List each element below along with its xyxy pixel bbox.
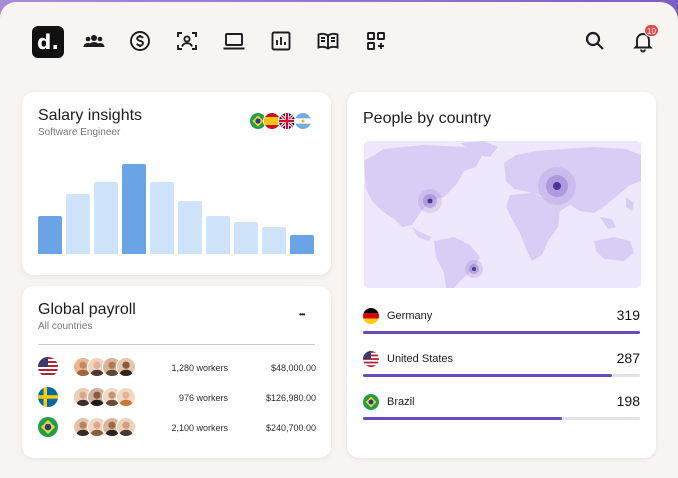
country-row-brazil[interactable]: Brazil 198 [363,393,640,428]
card-title: People by country [363,110,492,127]
country-name: United States [387,353,454,365]
hotspot-germany [538,167,576,205]
hotspot-brazil [465,260,483,278]
salary-bar[interactable] [234,222,258,254]
card-title: Global payroll [38,301,136,318]
dollar-icon[interactable] [128,29,152,53]
world-map[interactable] [364,141,641,288]
salary-bar[interactable] [94,182,118,254]
salary-insights-card[interactable]: Salary insights Software Engineer [22,92,331,275]
worker-count: 2,100 workers [171,423,228,433]
country-count: 287 [616,350,640,366]
brazil-flag-icon [38,417,58,437]
country-row-germany[interactable]: Germany 319 [363,307,640,342]
country-count: 198 [616,393,640,409]
avatar [116,387,136,407]
avatar [116,357,136,377]
salary-bar[interactable] [150,182,174,254]
worker-count: 976 workers [178,393,228,403]
worker-count: 1,280 workers [171,363,228,373]
people-icon[interactable] [82,29,106,53]
payroll-amount: $48,000.00 [270,363,316,373]
brazil-flag-icon [363,394,379,410]
progress-track [363,331,640,334]
divider [38,344,315,345]
country-count: 319 [616,307,640,323]
user-badge-icon[interactable] [175,29,199,53]
progress-track [363,374,640,377]
spain-flag-icon[interactable] [263,112,281,130]
salary-bar[interactable] [290,235,314,254]
sweden-flag-icon [38,387,58,407]
bell-icon[interactable]: 10 [631,24,659,53]
country-row-united-states[interactable]: United States 287 [363,350,640,385]
card-subtitle: All countries [38,321,93,332]
salary-bar[interactable] [38,216,62,254]
country-name: Brazil [387,396,415,408]
bar-chart-icon[interactable] [269,29,293,53]
salary-bar[interactable] [66,194,90,254]
united-states-flag-icon [38,357,58,377]
united-states-flag-icon [363,351,379,367]
top-nav: d. 10 [0,2,678,82]
salary-bar[interactable] [262,227,286,254]
argentina-flag-icon[interactable] [294,112,312,130]
progress-track [363,417,640,420]
global-payroll-card[interactable]: Global payroll All countries ••• 1,280 w… [22,286,331,458]
more-options-button[interactable]: ••• [299,310,305,319]
search-icon[interactable] [583,29,607,53]
salary-bar[interactable] [206,216,230,254]
united-kingdom-flag-icon[interactable] [278,112,296,130]
germany-flag-icon [363,308,379,324]
salary-bar[interactable] [122,164,146,254]
logo[interactable]: d. [32,26,64,58]
country-name: Germany [387,310,433,322]
people-by-country-card[interactable]: People by country [347,92,656,458]
salary-bar[interactable] [178,201,202,254]
progress-fill [363,374,613,377]
notification-badge: 10 [644,24,659,37]
laptop-icon[interactable] [222,29,246,53]
payroll-amount: $240,700.00 [265,423,316,433]
card-title: Salary insights [38,107,143,124]
progress-fill [363,417,563,420]
payroll-amount: $126,980.00 [265,393,316,403]
book-icon[interactable] [316,29,340,53]
apps-icon[interactable] [364,29,388,53]
hotspot-united-states [418,189,442,213]
avatar [116,417,136,437]
card-subtitle: Software Engineer [38,127,121,138]
progress-fill [363,331,640,334]
